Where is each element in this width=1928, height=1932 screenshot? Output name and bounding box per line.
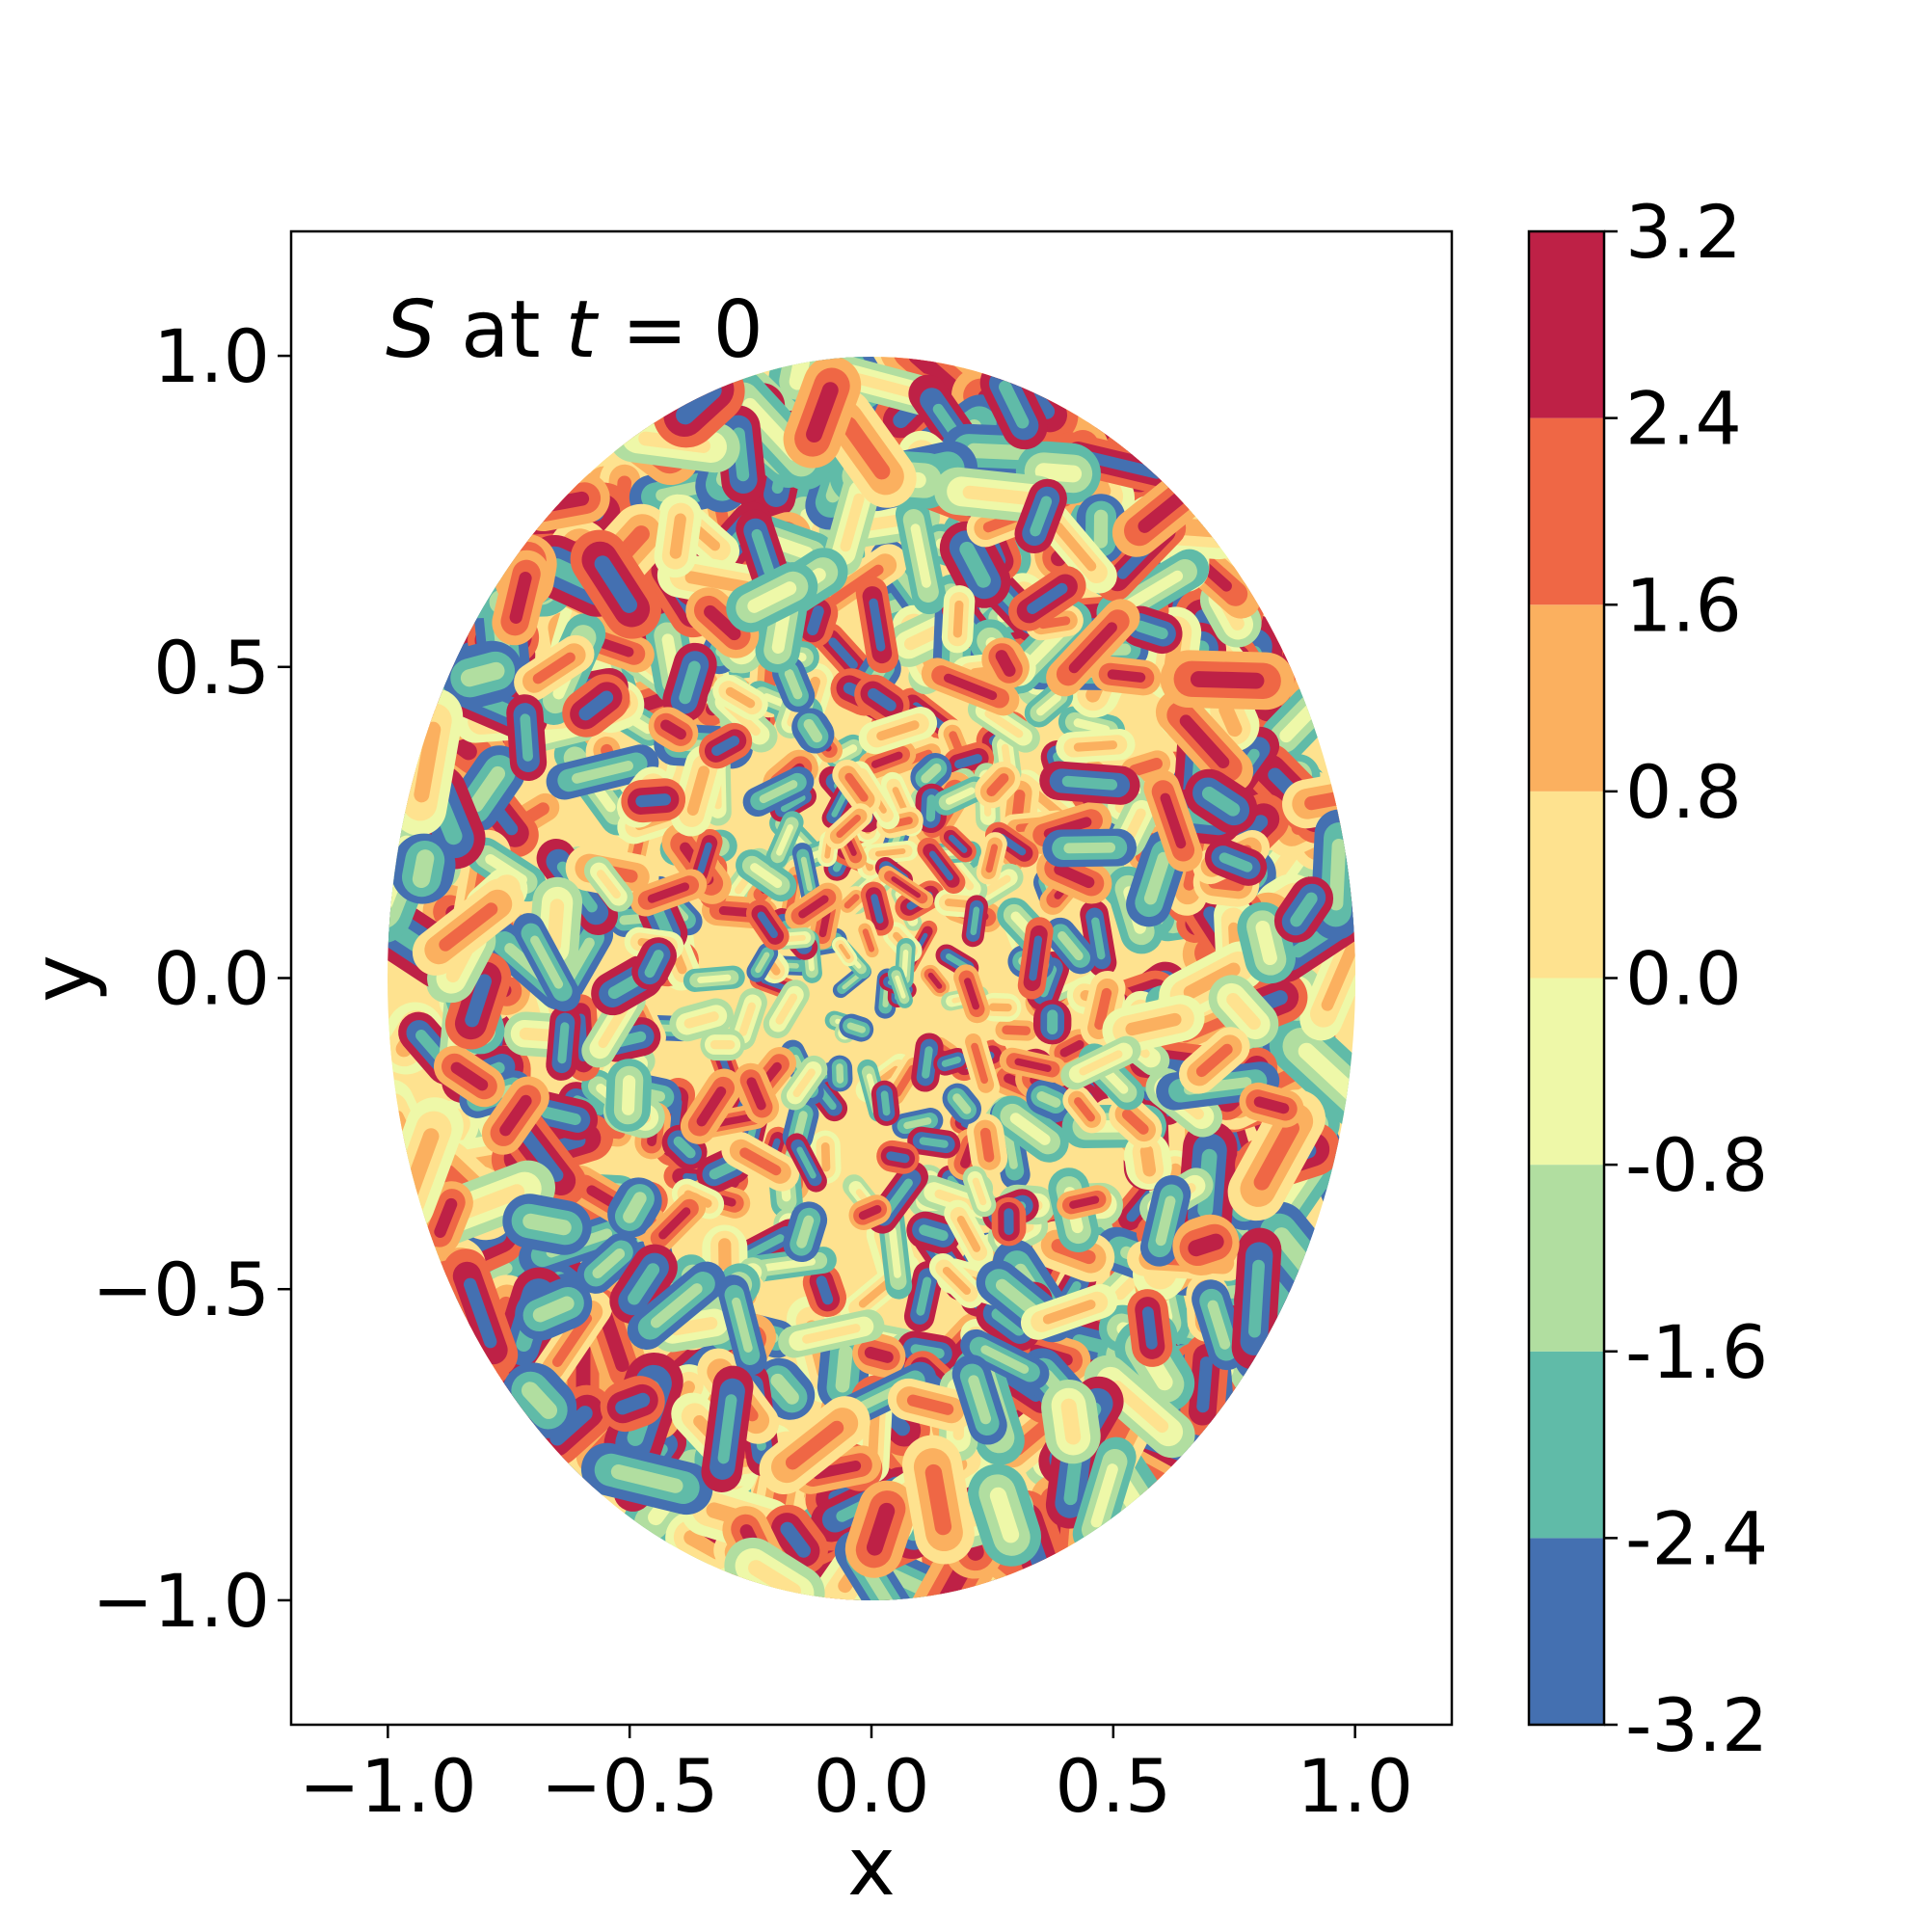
field-blob [991, 1196, 1027, 1247]
x-axis-label: x [847, 1819, 896, 1914]
colorbar-segment [1529, 1165, 1604, 1352]
field-blob [911, 1033, 944, 1092]
field-blob [1042, 828, 1137, 868]
colorbar-tick-label: -2.4 [1625, 1495, 1768, 1581]
field-blob [836, 886, 868, 917]
field-blob [1039, 761, 1140, 805]
x-tick-label: 0.5 [1055, 1743, 1171, 1829]
y-tick-label: 0.0 [153, 936, 270, 1022]
colorbar-segment [1529, 1538, 1604, 1725]
y-tick-label: 0.5 [153, 625, 270, 711]
colorbar-tick-label: 1.6 [1625, 562, 1742, 648]
colorbar-tick-label: -3.2 [1625, 1682, 1768, 1768]
field-blob [1032, 999, 1072, 1045]
colorbar-segment [1529, 417, 1604, 605]
colorbar-tick-label: 0.8 [1625, 749, 1742, 835]
field-blob [858, 740, 917, 780]
x-tick-label: −0.5 [541, 1743, 719, 1829]
x-tick-label: 0.0 [814, 1743, 930, 1829]
colorbar-segment [1529, 791, 1604, 979]
y-axis-label: y [14, 954, 109, 1003]
field-blob [605, 1059, 653, 1132]
colorbar-tick-label: 0.0 [1625, 936, 1742, 1022]
field-blob [506, 694, 548, 782]
colorbar-segment [1529, 604, 1604, 792]
y-tick-label: −0.5 [92, 1247, 270, 1332]
x-axis-ticks: −1.0 −0.5 0.0 0.5 1.0 [299, 1725, 1413, 1829]
x-tick-label: 1.0 [1297, 1743, 1413, 1829]
colorbar-tick-label: -0.8 [1625, 1122, 1768, 1208]
y-axis-ticks: −1.0 −0.5 0.0 0.5 1.0 [92, 313, 291, 1644]
colorbar-segment [1529, 978, 1604, 1166]
field-blob [1056, 729, 1136, 764]
field-blob [826, 1055, 853, 1092]
field-blob [941, 585, 976, 654]
field-blob [920, 964, 951, 997]
field-blob [863, 840, 919, 865]
colorbar: -3.2 -2.4 -1.6 -0.8 0.0 0.8 1.6 2.4 3.2 [1527, 189, 1768, 1768]
x-tick-label: −1.0 [299, 1743, 477, 1829]
field-blob [802, 1263, 847, 1318]
field-blob [700, 1028, 745, 1061]
scalar-field [388, 357, 1355, 1600]
colorbar-segment [1529, 1351, 1604, 1539]
colorbar-tick-label: 2.4 [1625, 376, 1742, 462]
annotation-text: S at t = 0 [386, 284, 763, 376]
field-blob [763, 979, 810, 1038]
field-blob [1160, 650, 1295, 711]
colorbar-tick-label: 3.2 [1625, 189, 1742, 275]
y-tick-label: 1.0 [153, 313, 270, 399]
y-tick-label: −1.0 [92, 1558, 270, 1644]
colorbar-segment [1529, 231, 1604, 418]
colorbar-tick-label: -1.6 [1625, 1309, 1768, 1395]
